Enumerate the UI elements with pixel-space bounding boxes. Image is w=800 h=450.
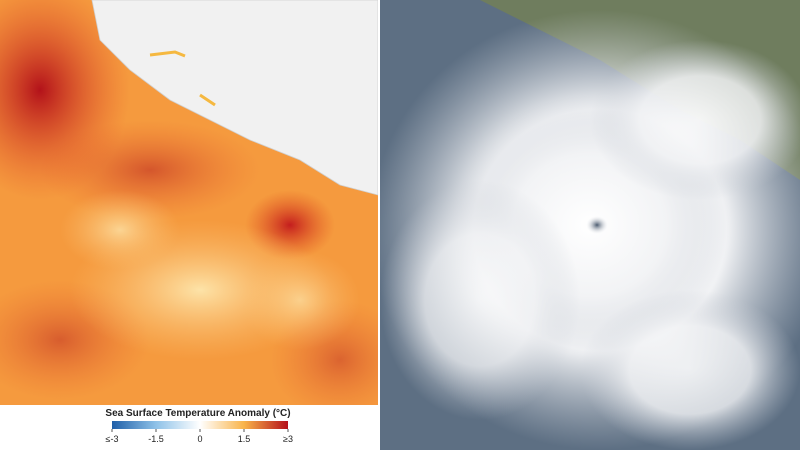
- tick-label: ≥3: [283, 434, 293, 444]
- color-bar: [112, 421, 288, 429]
- tick-label: 1.5: [238, 434, 251, 444]
- divider: [378, 0, 380, 450]
- legend-title: Sea Surface Temperature Anomaly (°C): [105, 408, 290, 419]
- tick-label: -1.5: [148, 434, 164, 444]
- legend: Sea Surface Temperature Anomaly (°C) ≤-3…: [105, 408, 293, 444]
- tick-label: ≤-3: [106, 434, 119, 444]
- satellite-image: [380, 0, 800, 450]
- tick-label: 0: [197, 434, 202, 444]
- sst-map: [0, 0, 378, 405]
- legend-ticks: ≤-3 -1.5 0 1.5 ≥3: [106, 429, 293, 444]
